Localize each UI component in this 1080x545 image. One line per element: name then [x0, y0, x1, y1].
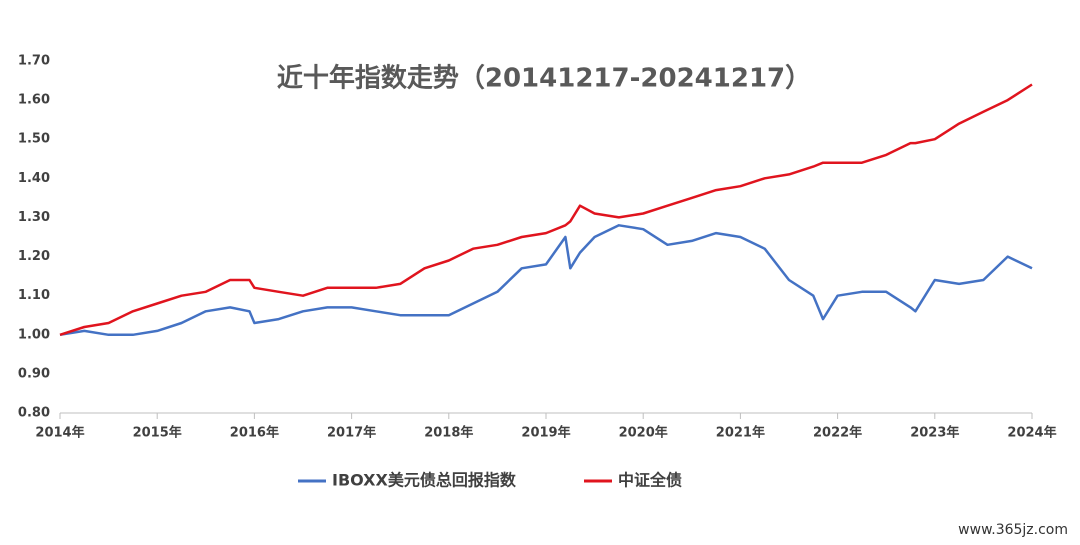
x-tick-label: 2024年 — [1007, 425, 1056, 441]
x-tick-label: 2016年 — [230, 425, 279, 441]
x-tick-label: 2019年 — [521, 425, 570, 441]
legend-label: 中证全债 — [618, 471, 682, 490]
series-line — [59, 83, 1033, 336]
y-tick-label: 0.90 — [18, 366, 50, 381]
x-tick-label: 2014年 — [35, 425, 84, 441]
y-tick-label: 1.10 — [18, 288, 50, 303]
y-tick-label: 1.20 — [18, 249, 50, 264]
y-tick-label: 1.40 — [18, 171, 50, 186]
legend-label: IBOXX美元债总回报指数 — [332, 471, 517, 490]
y-tick-label: 1.00 — [18, 327, 50, 342]
series-line — [59, 224, 1033, 337]
x-tick-label: 2018年 — [424, 425, 473, 441]
y-tick-label: 1.50 — [18, 132, 50, 147]
watermark: www.365jz.com — [958, 522, 1068, 538]
y-tick-label: 1.70 — [18, 54, 50, 69]
y-tick-label: 1.60 — [18, 93, 50, 108]
x-tick-label: 2023年 — [910, 425, 959, 441]
x-tick-label: 2021年 — [716, 425, 765, 441]
chart-title: 近十年指数走势（20141217-20241217） — [277, 63, 811, 94]
x-tick-label: 2022年 — [813, 425, 862, 441]
y-tick-label: 0.80 — [18, 406, 50, 421]
x-tick-label: 2015年 — [133, 425, 182, 441]
x-tick-label: 2017年 — [327, 425, 376, 441]
y-tick-label: 1.30 — [18, 210, 50, 225]
x-tick-label: 2020年 — [619, 425, 668, 441]
